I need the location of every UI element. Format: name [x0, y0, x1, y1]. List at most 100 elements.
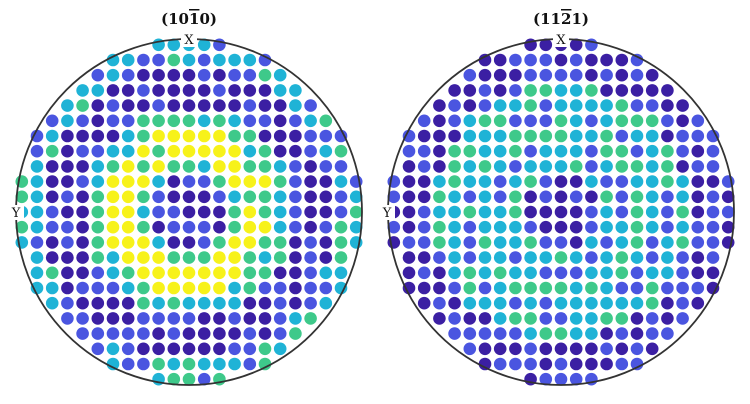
pole-dot	[213, 267, 226, 280]
pole-dot	[259, 84, 272, 97]
pole-dot	[692, 251, 705, 264]
pole-dot	[631, 84, 644, 97]
pole-dot	[183, 191, 196, 204]
pole-dot	[168, 327, 181, 340]
pole-dot	[168, 343, 181, 356]
pole-dot	[464, 191, 477, 204]
pole-dot	[418, 297, 431, 310]
pole-dot	[540, 145, 553, 158]
pole-dot	[289, 206, 302, 219]
pole-dot	[464, 251, 477, 264]
pole-dot	[92, 206, 105, 219]
pole-dot	[31, 175, 44, 188]
pole-dot	[707, 221, 720, 234]
pole-dot	[122, 115, 135, 128]
pole-dot	[418, 251, 431, 264]
pole-dot	[464, 327, 477, 340]
pole-dot	[692, 221, 705, 234]
pole-dot	[122, 69, 135, 82]
pole-dot	[433, 115, 446, 128]
pole-dot	[448, 251, 461, 264]
pole-dot	[198, 312, 211, 325]
pole-dot	[433, 191, 446, 204]
pole-dot	[198, 160, 211, 173]
pole-dot	[76, 297, 89, 310]
pole-dot	[289, 191, 302, 204]
pole-dot	[228, 297, 241, 310]
pole-dot	[494, 115, 507, 128]
pole-dot	[540, 282, 553, 295]
pole-dot	[448, 282, 461, 295]
pole-dot	[92, 343, 105, 356]
pole-dot	[107, 130, 120, 143]
title-part-c: 0)	[199, 10, 217, 28]
pole-dot	[122, 206, 135, 219]
pole-dot	[152, 312, 165, 325]
pole-dot	[570, 221, 583, 234]
pole-dot	[289, 145, 302, 158]
pole-dot	[494, 54, 507, 67]
pole-dot	[600, 312, 613, 325]
pole-dot	[198, 358, 211, 371]
pole-dot	[403, 251, 416, 264]
pole-dot	[92, 115, 105, 128]
pole-dot	[320, 267, 333, 280]
pole-dot	[661, 99, 674, 112]
pole-dot	[274, 327, 287, 340]
pole-dot	[122, 358, 135, 371]
pole-dot	[418, 267, 431, 280]
pole-dot	[335, 267, 348, 280]
pole-dot	[692, 297, 705, 310]
pole-dot	[692, 236, 705, 249]
pole-dot	[228, 69, 241, 82]
pole-dot	[289, 84, 302, 97]
pole-dot	[540, 327, 553, 340]
pole-dot	[289, 115, 302, 128]
pole-dot	[198, 343, 211, 356]
pole-dot	[92, 282, 105, 295]
pole-dot	[152, 358, 165, 371]
pole-dot	[31, 267, 44, 280]
pole-dot	[631, 312, 644, 325]
pole-dot	[137, 267, 150, 280]
pole-dot	[433, 267, 446, 280]
pole-dot	[183, 175, 196, 188]
pole-dot	[600, 191, 613, 204]
pole-dot	[152, 84, 165, 97]
pole-dot	[244, 236, 257, 249]
pole-dot	[137, 54, 150, 67]
pole-dot	[585, 267, 598, 280]
pole-dot	[646, 343, 659, 356]
pole-dot	[61, 175, 74, 188]
pole-dot	[631, 69, 644, 82]
pole-dot	[46, 160, 59, 173]
pole-dot	[585, 130, 598, 143]
pole-dot	[418, 175, 431, 188]
pole-dot	[616, 221, 629, 234]
pole-dot	[555, 84, 568, 97]
pole-dot	[585, 191, 598, 204]
pole-dot	[403, 221, 416, 234]
pole-dot	[676, 312, 689, 325]
pole-dot	[403, 160, 416, 173]
pole-dot	[152, 145, 165, 158]
pole-dot	[540, 69, 553, 82]
pole-dot	[464, 297, 477, 310]
pole-dot	[555, 175, 568, 188]
pole-dot	[585, 54, 598, 67]
pole-dot	[76, 160, 89, 173]
pole-dot	[122, 130, 135, 143]
pole-dot	[183, 236, 196, 249]
pole-dot	[570, 206, 583, 219]
pole-dot	[198, 267, 211, 280]
pole-dot	[707, 145, 720, 158]
pole-dot	[692, 115, 705, 128]
pole-dot	[479, 236, 492, 249]
pole-dot	[524, 221, 537, 234]
pole-dot	[555, 130, 568, 143]
pole-dot	[274, 175, 287, 188]
pole-dot	[289, 297, 302, 310]
pole-dot	[479, 115, 492, 128]
pole-dot	[107, 69, 120, 82]
